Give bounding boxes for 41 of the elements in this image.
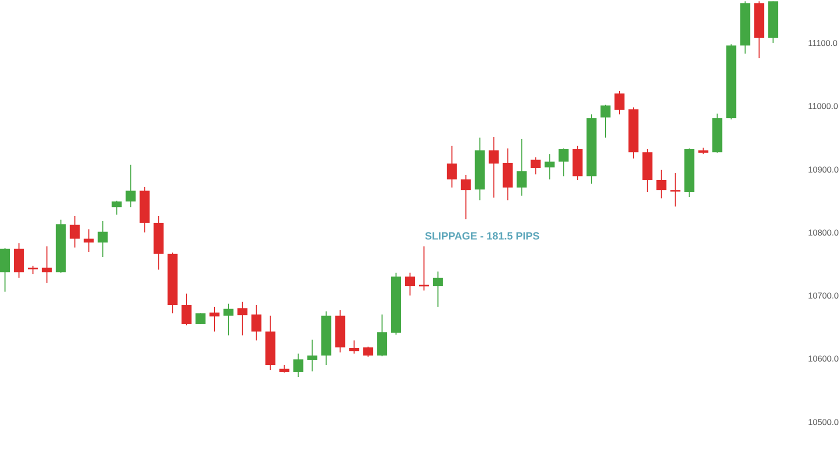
- candlestick: [544, 154, 555, 180]
- candlestick: [377, 314, 388, 357]
- candlestick: [182, 293, 192, 326]
- candlestick: [98, 220, 108, 258]
- candlestick: [363, 346, 374, 358]
- y-tick-label: 10800.0: [808, 227, 839, 238]
- candlestick: [670, 172, 680, 208]
- candlestick: [112, 200, 122, 216]
- candlestick: [293, 353, 304, 378]
- candlestick: [418, 246, 429, 291]
- candlestick: [530, 156, 541, 175]
- candlestick: [600, 104, 611, 138]
- candlestick: [196, 312, 206, 324]
- candlestick: [0, 248, 10, 292]
- y-tick-label: 10600.0: [808, 354, 839, 364]
- candlestick: [656, 169, 666, 199]
- y-tick-label: 11100.0: [808, 38, 838, 48]
- candlestick: [307, 339, 318, 372]
- candlestick: [349, 340, 360, 354]
- candlestick: [223, 303, 234, 336]
- candlestick: [251, 304, 262, 341]
- candlestick: [558, 148, 569, 177]
- y-tick-label: 11000.0: [808, 101, 838, 112]
- candlestick: [209, 306, 220, 332]
- candlestick: [14, 242, 24, 278]
- candlestick: [126, 164, 136, 208]
- candlestick: [488, 136, 499, 198]
- candlestick: [42, 246, 52, 284]
- candlestick: [405, 272, 415, 296]
- candlestick: [516, 138, 527, 196]
- candlestick: [84, 228, 94, 252]
- candlestick: [614, 90, 624, 115]
- candlestick: [70, 215, 80, 248]
- candlestick: [446, 145, 457, 188]
- candlestick: [432, 271, 443, 308]
- candlestick: [460, 174, 471, 220]
- y-tick-label: 10700.0: [808, 290, 839, 301]
- y-tick-label: 10900.0: [808, 164, 839, 174]
- candlestick: [237, 301, 248, 336]
- y-tick-label: 10500.0: [808, 416, 839, 427]
- annotation: SLIPPAGE - 181.5 PIPS: [424, 230, 540, 243]
